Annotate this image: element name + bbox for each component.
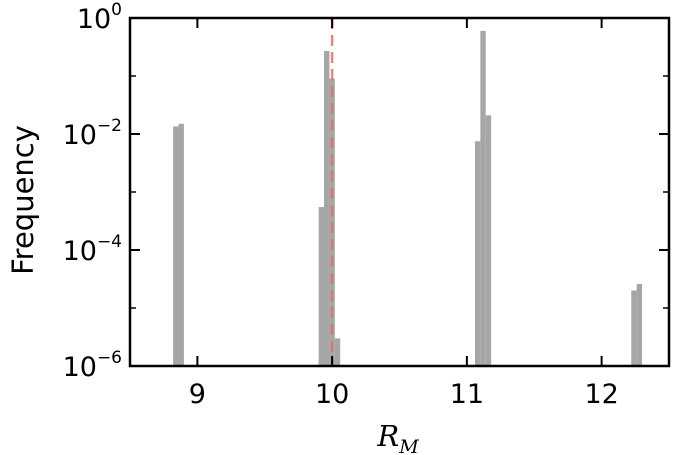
bars-group [173,30,643,367]
y-tick-label: 10−2 [63,116,122,151]
x-axis-label: RM [376,419,419,455]
x-tick-label: 10 [315,379,349,410]
x-tick-label: 12 [584,379,618,410]
ticks-group [130,17,669,367]
histogram-bar [636,283,643,366]
tick-labels-group: 9 10 11 12 100 10−2 10−4 10−6 [63,0,619,410]
histogram-bar [324,50,330,366]
plot-frame [128,16,671,368]
y-axis-label: Frequency [6,125,40,275]
y-tick-label: 100 [77,0,122,35]
histogram-bar [334,338,341,366]
histogram-bar [631,290,637,366]
y-tick-label: 10−4 [63,232,122,267]
y-tick-label: 10−6 [63,348,122,383]
histogram-bar [474,141,481,366]
histogram-bar [480,30,486,367]
histogram-bar [173,126,179,366]
x-tick-label: 9 [189,379,206,410]
histogram-bar [178,123,184,366]
x-tick-label: 11 [450,379,484,410]
histogram-bar [318,207,325,366]
histogram-bar [485,115,492,366]
